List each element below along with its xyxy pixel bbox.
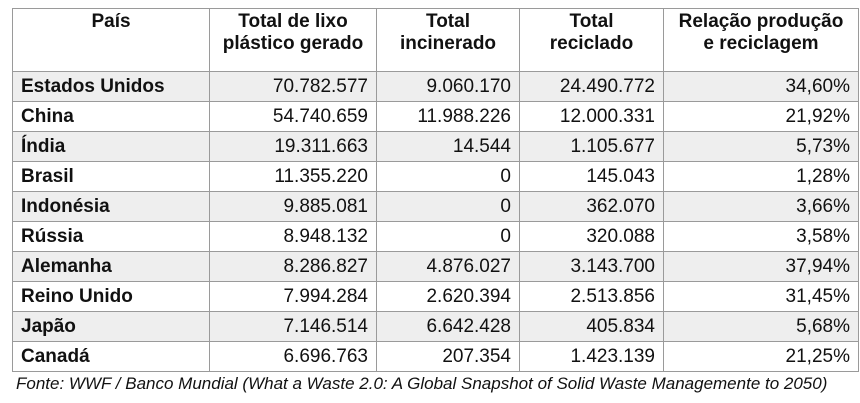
cell-total-incinerated: 0 bbox=[376, 161, 520, 192]
cell-country: Estados Unidos bbox=[12, 71, 210, 102]
table-row: Índia 19.311.663 14.544 1.105.677 5,73% bbox=[12, 131, 859, 162]
header-total-incinerated: Total incinerado bbox=[376, 8, 520, 72]
cell-total-generated: 7.994.284 bbox=[209, 281, 377, 312]
cell-total-recycled: 1.105.677 bbox=[519, 131, 664, 162]
cell-ratio: 5,68% bbox=[663, 311, 859, 342]
cell-total-generated: 19.311.663 bbox=[209, 131, 377, 162]
cell-total-generated: 54.740.659 bbox=[209, 101, 377, 132]
table-row: Japão 7.146.514 6.642.428 405.834 5,68% bbox=[12, 311, 859, 342]
table-row: Alemanha 8.286.827 4.876.027 3.143.700 37,94… bbox=[12, 251, 859, 282]
cell-total-recycled: 1.423.139 bbox=[519, 341, 664, 372]
table-row: Rússia 8.948.132 0 320.088 3,58% bbox=[12, 221, 859, 252]
cell-total-recycled: 12.000.331 bbox=[519, 101, 664, 132]
cell-ratio: 31,45% bbox=[663, 281, 859, 312]
cell-ratio: 5,73% bbox=[663, 131, 859, 162]
table-row: Canadá 6.696.763 207.354 1.423.139 21,25% bbox=[12, 341, 859, 372]
cell-country: Índia bbox=[12, 131, 210, 162]
table-row: Estados Unidos 70.782.577 9.060.170 24.490.… bbox=[12, 71, 859, 102]
table-row: Brasil 11.355.220 0 145.043 1,28% bbox=[12, 161, 859, 192]
cell-total-incinerated: 14.544 bbox=[376, 131, 520, 162]
table-row: Indonésia 9.885.081 0 362.070 3,66% bbox=[12, 191, 859, 222]
cell-country: Brasil bbox=[12, 161, 210, 192]
header-country: País bbox=[12, 8, 210, 72]
cell-total-incinerated: 0 bbox=[376, 221, 520, 252]
source-caption: Fonte: WWF / Banco Mundial (What a Waste… bbox=[16, 374, 828, 393]
cell-total-incinerated: 11.988.226 bbox=[376, 101, 520, 132]
table-row: Reino Unido 7.994.284 2.620.394 2.513.856 31… bbox=[12, 281, 859, 312]
table-header: País Total de lixo plástico gerado Total… bbox=[12, 8, 859, 72]
cell-total-recycled: 2.513.856 bbox=[519, 281, 664, 312]
cell-total-generated: 70.782.577 bbox=[209, 71, 377, 102]
header-total-recycled: Total reciclado bbox=[519, 8, 664, 72]
cell-total-recycled: 24.490.772 bbox=[519, 71, 664, 102]
cell-ratio: 3,58% bbox=[663, 221, 859, 252]
cell-total-generated: 6.696.763 bbox=[209, 341, 377, 372]
cell-total-incinerated: 0 bbox=[376, 191, 520, 222]
table-body: Estados Unidos 70.782.577 9.060.170 24.490.… bbox=[12, 71, 859, 372]
header-total-generated: Total de lixo plástico gerado bbox=[209, 8, 377, 72]
cell-country: Canadá bbox=[12, 341, 210, 372]
cell-total-generated: 8.948.132 bbox=[209, 221, 377, 252]
cell-total-recycled: 405.834 bbox=[519, 311, 664, 342]
cell-total-generated: 7.146.514 bbox=[209, 311, 377, 342]
cell-total-recycled: 3.143.700 bbox=[519, 251, 664, 282]
cell-total-incinerated: 2.620.394 bbox=[376, 281, 520, 312]
plastic-waste-table: País Total de lixo plástico gerado Total… bbox=[12, 8, 859, 372]
cell-ratio: 37,94% bbox=[663, 251, 859, 282]
cell-ratio: 3,66% bbox=[663, 191, 859, 222]
data-table-container: País Total de lixo plástico gerado Total… bbox=[12, 8, 859, 372]
cell-ratio: 34,60% bbox=[663, 71, 859, 102]
cell-total-incinerated: 6.642.428 bbox=[376, 311, 520, 342]
cell-country: Reino Unido bbox=[12, 281, 210, 312]
header-ratio: Relação produção e reciclagem bbox=[663, 8, 859, 72]
cell-total-recycled: 362.070 bbox=[519, 191, 664, 222]
cell-country: Japão bbox=[12, 311, 210, 342]
cell-ratio: 21,25% bbox=[663, 341, 859, 372]
cell-country: Rússia bbox=[12, 221, 210, 252]
cell-ratio: 21,92% bbox=[663, 101, 859, 132]
cell-total-incinerated: 9.060.170 bbox=[376, 71, 520, 102]
cell-ratio: 1,28% bbox=[663, 161, 859, 192]
cell-total-recycled: 145.043 bbox=[519, 161, 664, 192]
cell-total-incinerated: 4.876.027 bbox=[376, 251, 520, 282]
cell-total-generated: 11.355.220 bbox=[209, 161, 377, 192]
cell-country: Indonésia bbox=[12, 191, 210, 222]
cell-country: China bbox=[12, 101, 210, 132]
header-row: País Total de lixo plástico gerado Total… bbox=[12, 8, 859, 72]
cell-total-recycled: 320.088 bbox=[519, 221, 664, 252]
cell-total-generated: 9.885.081 bbox=[209, 191, 377, 222]
cell-country: Alemanha bbox=[12, 251, 210, 282]
cell-total-generated: 8.286.827 bbox=[209, 251, 377, 282]
cell-total-incinerated: 207.354 bbox=[376, 341, 520, 372]
table-row: China 54.740.659 11.988.226 12.000.331 21,92… bbox=[12, 101, 859, 132]
